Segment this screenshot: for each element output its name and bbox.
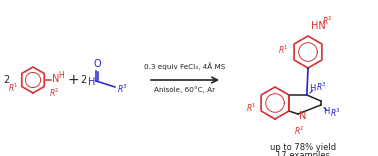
Text: $R^1$: $R^1$ — [246, 102, 257, 114]
Text: 17 examples: 17 examples — [276, 151, 330, 156]
Text: N: N — [52, 74, 59, 84]
Text: $R^2$: $R^2$ — [294, 125, 305, 137]
Text: $R^1$: $R^1$ — [8, 82, 19, 94]
Text: 2: 2 — [80, 75, 86, 85]
Text: $R^1$: $R^1$ — [278, 44, 289, 56]
Text: Anisole, 60°C, Ar: Anisole, 60°C, Ar — [155, 86, 215, 93]
Text: O: O — [93, 59, 101, 69]
Text: H: H — [323, 107, 329, 116]
Text: $R^3$: $R^3$ — [330, 107, 341, 119]
Text: H: H — [58, 71, 64, 80]
Text: H: H — [88, 77, 95, 87]
Text: N: N — [299, 111, 306, 121]
Text: 0.3 equiv FeCl₃, 4Å MS: 0.3 equiv FeCl₃, 4Å MS — [144, 62, 226, 70]
Text: 2: 2 — [3, 75, 9, 85]
Text: $R^3$: $R^3$ — [117, 83, 128, 95]
Text: +: + — [67, 73, 79, 87]
Text: H: H — [309, 84, 315, 93]
Text: $R^2$: $R^2$ — [322, 15, 333, 27]
Text: up to 78% yield: up to 78% yield — [270, 144, 336, 153]
Text: HN: HN — [311, 21, 326, 31]
Text: $R^3$: $R^3$ — [316, 81, 327, 93]
Text: $R^2$: $R^2$ — [48, 87, 59, 99]
